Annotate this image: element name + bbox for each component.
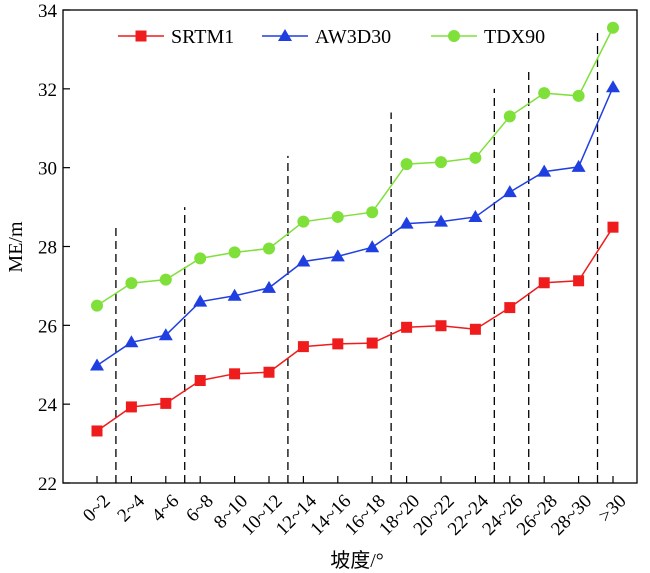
- data-point: [91, 425, 103, 437]
- data-point: [124, 335, 139, 348]
- dashed-separator-lines: [115, 29, 599, 483]
- data-point: [332, 338, 344, 350]
- x-tick-label: 4~6: [148, 491, 184, 527]
- data-point: [296, 254, 311, 267]
- series-line: [96, 86, 614, 367]
- data-point: [366, 337, 378, 349]
- x-tick-label: 28~30: [547, 491, 596, 540]
- data-point: [194, 252, 207, 265]
- data-point: [607, 221, 619, 233]
- data-point: [572, 89, 585, 102]
- legend-label: SRTM1: [171, 26, 234, 48]
- data-point: [434, 214, 448, 227]
- legend-marker: [278, 29, 292, 41]
- x-axis-title: 坡度/°: [330, 549, 384, 572]
- series-line: [96, 226, 614, 432]
- legend-label: TDX90: [484, 26, 545, 48]
- y-axis-title: ME/m: [5, 221, 27, 273]
- data-point: [503, 110, 516, 123]
- data-point: [400, 158, 413, 171]
- data-point: [229, 368, 241, 380]
- y-tick-label: 32: [38, 80, 57, 101]
- data-point: [263, 242, 275, 255]
- data-point: [159, 273, 172, 286]
- legend-marker: [448, 30, 460, 42]
- data-point: [571, 159, 586, 172]
- plot-border: [62, 9, 638, 484]
- data-point: [297, 215, 310, 228]
- legend-label: AW3D30: [315, 26, 391, 48]
- x-axis-ticks: 0~22~44~66~88~1010~1212~1414~1616~1818~2…: [79, 476, 631, 540]
- data-point: [330, 249, 345, 262]
- data-point: [194, 375, 206, 387]
- data-point: [573, 275, 585, 287]
- data-point: [193, 294, 208, 307]
- data-point: [502, 185, 517, 198]
- data-point: [366, 206, 379, 219]
- y-tick-label: 22: [38, 474, 57, 495]
- data-point: [125, 401, 137, 413]
- data-point: [469, 323, 481, 335]
- data-point: [158, 328, 173, 341]
- series-aw3d30: [90, 80, 620, 371]
- data-point: [91, 299, 103, 312]
- y-tick-label: 24: [38, 395, 58, 416]
- data-series: [90, 21, 620, 437]
- legend-item-tdx90: TDX90: [431, 26, 545, 48]
- data-point: [469, 151, 482, 164]
- plot-frame: [62, 9, 638, 484]
- data-point: [538, 87, 551, 100]
- data-point: [228, 246, 241, 259]
- data-point: [331, 210, 344, 223]
- x-tick-label: >30: [595, 491, 631, 527]
- data-point: [90, 358, 104, 371]
- x-tick-label: 0~2: [79, 491, 115, 527]
- y-tick-label: 30: [38, 159, 57, 180]
- data-point: [606, 80, 620, 93]
- series-tdx90: [91, 21, 619, 312]
- series-line: [96, 27, 614, 307]
- data-point: [504, 302, 516, 314]
- data-point: [227, 288, 242, 301]
- data-point: [468, 209, 483, 222]
- data-point: [262, 280, 276, 293]
- data-point: [263, 366, 275, 378]
- data-point: [538, 277, 550, 289]
- data-point: [607, 21, 619, 34]
- data-point: [125, 277, 138, 290]
- data-point: [435, 156, 447, 169]
- data-point: [401, 321, 413, 333]
- legend: SRTM1 AW3D30 TDX90: [118, 26, 545, 48]
- data-point: [435, 320, 447, 332]
- data-point: [365, 240, 380, 253]
- data-point: [399, 216, 414, 229]
- series-srtm1: [91, 221, 619, 437]
- data-point: [160, 397, 172, 409]
- y-axis-ticks: 22 24 26 28 30 32 34: [38, 1, 70, 495]
- y-tick-label: 28: [38, 238, 57, 259]
- x-tick-label: 2~4: [113, 490, 149, 526]
- y-tick-label: 26: [38, 316, 57, 337]
- data-point: [537, 164, 552, 177]
- legend-item-srtm1: SRTM1: [118, 26, 234, 48]
- legend-item-aw3d30: AW3D30: [262, 26, 391, 48]
- legend-marker: [135, 30, 147, 42]
- data-point: [297, 341, 309, 353]
- y-tick-label: 34: [38, 1, 58, 22]
